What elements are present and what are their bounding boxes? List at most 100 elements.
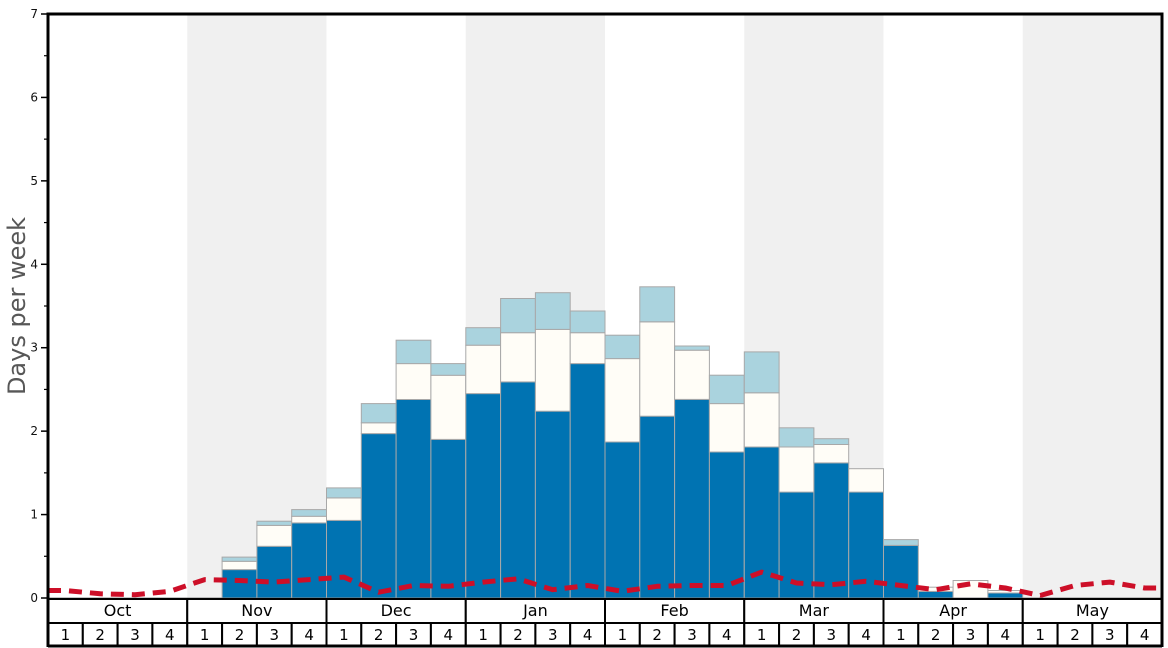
y-tick-label: 7 [30,7,38,21]
bar-segment-light-blue-week-9 [326,487,362,499]
week-label: 4 [1001,626,1011,644]
week-label: 1 [339,626,349,644]
month-shaded-band-nov [187,14,327,598]
bar-segment-light-blue-week-22 [778,427,815,448]
bar-segment-light-blue-week-20 [708,374,745,405]
week-label: 4 [444,626,454,644]
bar-segment-light-blue-week-17 [604,334,641,360]
bar-segment-white-week-18 [639,321,676,417]
bar-segment-white-week-20 [708,403,745,453]
bar-segment-light-blue-week-8 [291,509,328,517]
week-label: 4 [165,626,175,644]
week-label: 2 [374,626,384,644]
week-label: 2 [931,626,941,644]
bar-segment-white-week-22 [778,446,815,493]
bar-segment-white-week-11 [395,363,432,401]
week-label: 3 [966,626,976,644]
bar-segment-dark-blue-week-8 [291,522,328,599]
week-label: 3 [548,626,558,644]
month-shaded-band-may [1022,14,1162,598]
bar-segment-white-week-21 [743,392,780,448]
month-label-feb: Feb [660,601,688,620]
bar-segment-dark-blue-week-11 [395,398,432,599]
bar-segment-dark-blue-week-19 [674,398,710,599]
week-label: 2 [652,626,662,644]
bar-segment-dark-blue-week-9 [326,519,362,599]
bar-segment-white-week-7 [256,524,293,547]
week-label: 4 [1140,626,1150,644]
bar-segment-white-week-10 [360,422,397,435]
bar-segment-light-blue-week-21 [743,351,780,394]
week-label: 4 [583,626,593,644]
bar-segment-light-blue-week-10 [360,403,397,424]
month-label-nov: Nov [241,601,272,620]
week-label: 1 [1035,626,1045,644]
bar-segment-dark-blue-week-10 [360,433,397,599]
bar-segment-dark-blue-week-16 [569,363,606,599]
bar-segment-white-week-12 [430,374,467,440]
week-label: 1 [61,626,71,644]
bar-segment-white-week-19 [674,349,710,400]
month-label-dec: Dec [381,601,412,620]
week-label: 1 [618,626,628,644]
week-label: 4 [722,626,732,644]
bar-segment-dark-blue-week-12 [430,439,467,599]
week-label: 3 [1105,626,1115,644]
bar-segment-white-week-28 [987,590,1024,594]
bar-segment-light-blue-week-6 [221,556,258,562]
bar-segment-light-blue-week-12 [430,363,467,376]
bar-segment-dark-blue-week-6 [221,569,258,599]
week-label: 1 [478,626,488,644]
bar-segment-dark-blue-week-7 [256,545,293,599]
week-label: 2 [95,626,105,644]
bar-segment-dark-blue-week-28 [987,592,1024,599]
bar-segment-white-week-13 [465,344,502,395]
bar-segment-white-week-14 [500,332,536,383]
week-label: 3 [827,626,837,644]
bar-segment-dark-blue-week-23 [813,462,850,599]
week-label: 2 [792,626,802,644]
week-label: 4 [861,626,871,644]
bar-segment-dark-blue-week-18 [639,415,676,599]
week-label: 1 [200,626,210,644]
bar-segment-dark-blue-week-17 [604,441,641,599]
bar-segment-white-week-17 [604,358,641,443]
week-label: 3 [409,626,419,644]
week-label: 4 [304,626,314,644]
bar-segment-dark-blue-week-14 [500,381,536,599]
bar-segment-light-blue-week-23 [813,438,850,446]
week-label: 2 [235,626,245,644]
bar-segment-white-week-8 [291,515,328,524]
red-dashed-line [48,569,1162,598]
y-tick-label: 6 [30,90,38,104]
week-label: 1 [757,626,767,644]
month-cell-mar [743,598,885,624]
bar-segment-white-week-9 [326,497,362,521]
month-cell-nov [186,598,328,624]
week-label: 3 [270,626,280,644]
month-label-may: May [1076,601,1109,620]
bar-segment-dark-blue-week-26 [917,590,954,599]
bar-segment-dark-blue-week-25 [883,544,919,599]
month-label-oct: Oct [104,601,132,620]
week-label: 1 [896,626,906,644]
y-tick-label: 3 [30,341,38,355]
y-tick-label: 0 [30,591,38,605]
bar-segment-dark-blue-week-15 [534,410,571,599]
bar-segment-light-blue-week-25 [883,539,919,546]
week-label: 2 [1070,626,1080,644]
bar-segment-light-blue-week-7 [256,520,293,526]
bar-segment-dark-blue-week-20 [708,451,745,599]
bar-segment-light-blue-week-16 [569,310,606,334]
bar-segment-light-blue-week-11 [395,339,432,365]
bar-segment-light-blue-week-14 [500,298,536,334]
bar-segment-light-blue-week-18 [639,286,676,323]
bar-segment-white-week-16 [569,332,606,365]
y-tick-label: 2 [30,424,38,438]
y-tick-label: 1 [30,508,38,522]
week-label: 3 [687,626,697,644]
bar-segment-dark-blue-week-13 [465,393,502,599]
week-label: 2 [513,626,523,644]
